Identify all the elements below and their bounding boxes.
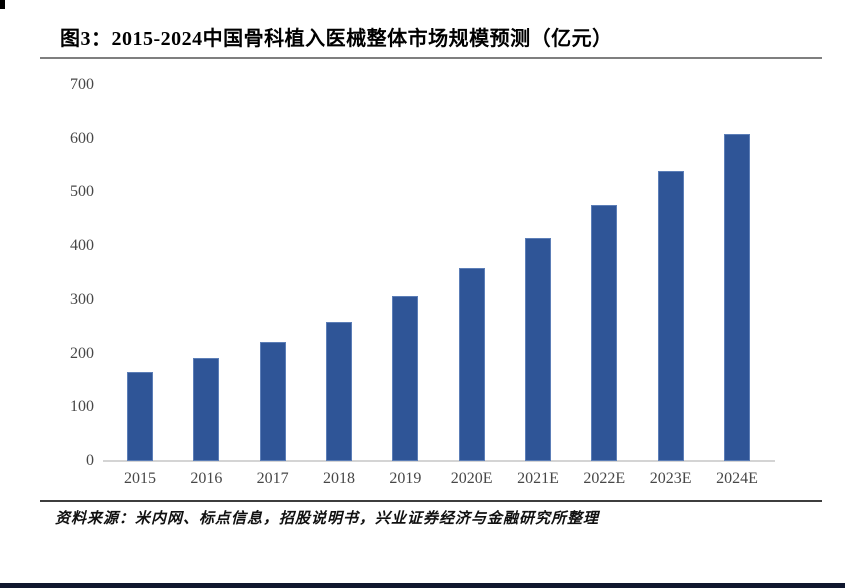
y-axis-tick-label: 700 [70,76,94,93]
bar [591,205,618,461]
x-axis-tick-label: 2022E [583,470,626,487]
corner-artifact-mark [0,0,5,9]
y-axis-tick-label: 300 [70,290,94,308]
bar [127,372,153,461]
x-axis-tick-label: 2023E [649,470,692,487]
y-axis-tick-label: 600 [70,129,94,147]
y-axis-tick-label: 400 [70,237,94,255]
bar [524,237,551,461]
bar [325,322,352,461]
source-divider [40,500,822,502]
figure-title: 图3：2015-2024中国骨科植入医械整体市场规模预测（亿元） [60,28,613,50]
bar [723,134,750,461]
x-axis-tick-label: 2021E [517,470,559,487]
bottom-border-bar [0,583,845,588]
y-axis-tick-label: 200 [70,344,94,362]
y-axis-tick-label: 500 [70,183,94,201]
bar [458,267,485,461]
x-axis-line [103,460,775,462]
x-axis-tick-label: 2024E [716,470,758,487]
x-axis-tick-label: 2015 [124,470,156,487]
y-axis-tick-label: 0 [86,452,94,469]
bar [259,341,286,461]
x-axis-tick-label: 2019 [389,470,422,487]
title-divider [40,57,822,59]
source-note: 资料来源：米内网、标点信息，招股说明书，兴业证券经济与金融研究所整理 [55,511,600,527]
bar [193,357,220,461]
bar [657,170,684,461]
y-axis-tick-label: 100 [70,398,94,416]
x-axis-tick-label: 2017 [256,470,289,487]
x-axis-tick-label: 2018 [322,470,355,487]
x-axis-tick-label: 2016 [190,470,223,487]
x-axis-tick-label: 2020E [450,470,493,487]
bar [392,295,419,461]
